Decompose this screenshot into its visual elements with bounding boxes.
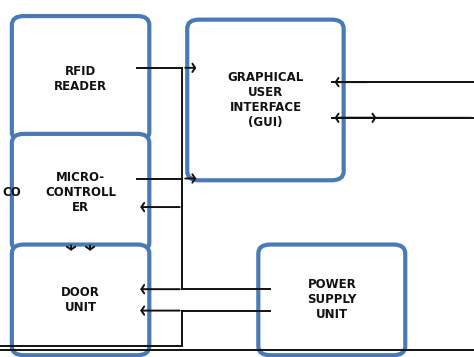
Text: RFID
READER: RFID READER (54, 65, 107, 92)
FancyBboxPatch shape (187, 20, 344, 180)
Text: POWER
SUPPLY
UNIT: POWER SUPPLY UNIT (307, 278, 356, 321)
FancyBboxPatch shape (12, 245, 149, 355)
FancyBboxPatch shape (258, 245, 405, 355)
Text: CO: CO (2, 186, 21, 199)
Text: GRAPHICAL
USER
INTERFACE
(GUI): GRAPHICAL USER INTERFACE (GUI) (228, 71, 303, 129)
FancyBboxPatch shape (12, 134, 149, 252)
Text: MICRO-
CONTROLL
ER: MICRO- CONTROLL ER (45, 171, 116, 214)
Text: DOOR
UNIT: DOOR UNIT (61, 286, 100, 314)
FancyBboxPatch shape (12, 16, 149, 141)
